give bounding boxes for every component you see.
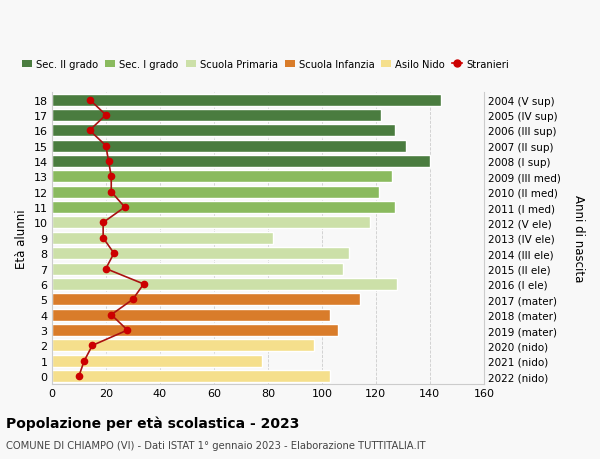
Bar <box>52 309 330 321</box>
Bar <box>52 355 262 367</box>
Bar <box>52 263 343 275</box>
Bar <box>52 325 338 336</box>
Bar <box>52 140 406 152</box>
Y-axis label: Anni di nascita: Anni di nascita <box>572 195 585 282</box>
Bar <box>52 340 314 352</box>
Bar <box>52 171 392 183</box>
Bar <box>52 156 430 168</box>
Bar <box>52 202 395 213</box>
Bar <box>52 186 379 198</box>
Bar <box>52 110 381 122</box>
Bar <box>52 125 395 137</box>
Bar <box>52 248 349 260</box>
Text: Popolazione per età scolastica - 2023: Popolazione per età scolastica - 2023 <box>6 415 299 430</box>
Bar <box>52 95 440 106</box>
Bar <box>52 370 330 382</box>
Bar <box>52 294 359 306</box>
Legend: Sec. II grado, Sec. I grado, Scuola Primaria, Scuola Infanzia, Asilo Nido, Stran: Sec. II grado, Sec. I grado, Scuola Prim… <box>22 60 509 70</box>
Bar <box>52 232 273 244</box>
Bar <box>52 278 397 290</box>
Text: COMUNE DI CHIAMPO (VI) - Dati ISTAT 1° gennaio 2023 - Elaborazione TUTTITALIA.IT: COMUNE DI CHIAMPO (VI) - Dati ISTAT 1° g… <box>6 440 425 450</box>
Bar <box>52 217 370 229</box>
Y-axis label: Età alunni: Età alunni <box>15 208 28 268</box>
